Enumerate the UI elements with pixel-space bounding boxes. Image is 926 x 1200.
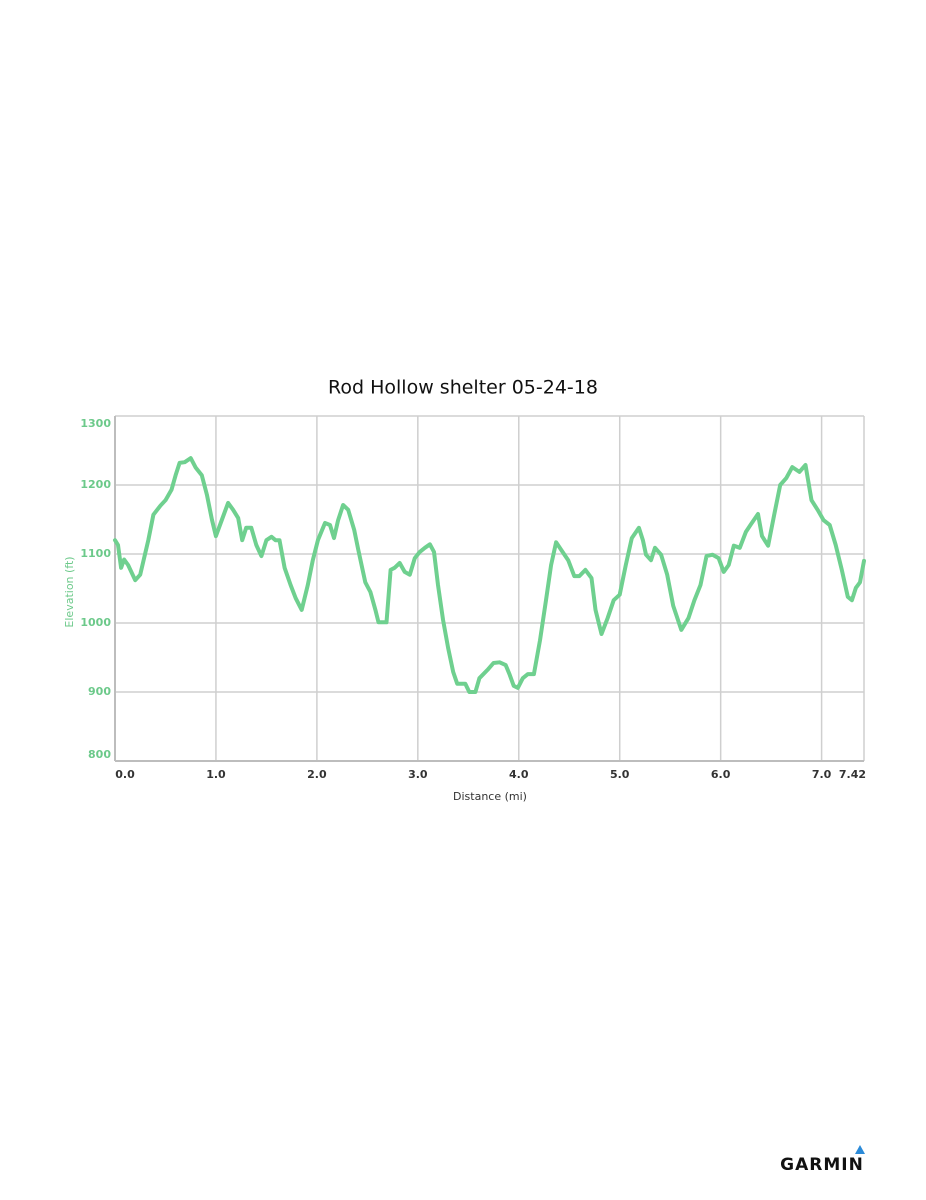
x-tick-label: 2.0	[307, 768, 327, 781]
elevation-line	[113, 456, 866, 694]
logo: GARMIN	[780, 1155, 864, 1175]
x-tick-label: 7.42	[839, 768, 866, 781]
x-tick-label: 1.0	[206, 768, 226, 781]
x-tick-label: 6.0	[711, 768, 731, 781]
x-tick-label: 0.0	[115, 768, 135, 781]
y-tick-label: 1000	[80, 616, 111, 629]
x-tick-label: 5.0	[610, 768, 630, 781]
y-tick-label: 900	[88, 685, 111, 698]
y-tick-label: 800	[88, 748, 111, 761]
y-axis-label: Elevation (ft)	[63, 556, 76, 627]
x-tick-label: 7.0	[812, 768, 832, 781]
y-tick-label: 1100	[80, 547, 111, 560]
logo-triangle	[855, 1145, 865, 1154]
chart-title: Rod Hollow shelter 05-24-18	[328, 377, 598, 399]
x-tick-label: 4.0	[509, 768, 529, 781]
x-tick-label: 3.0	[408, 768, 428, 781]
x-axis-label: Distance (mi)	[453, 790, 527, 803]
y-tick-label: 1200	[80, 478, 111, 491]
y-tick-label: 1300	[80, 417, 111, 430]
